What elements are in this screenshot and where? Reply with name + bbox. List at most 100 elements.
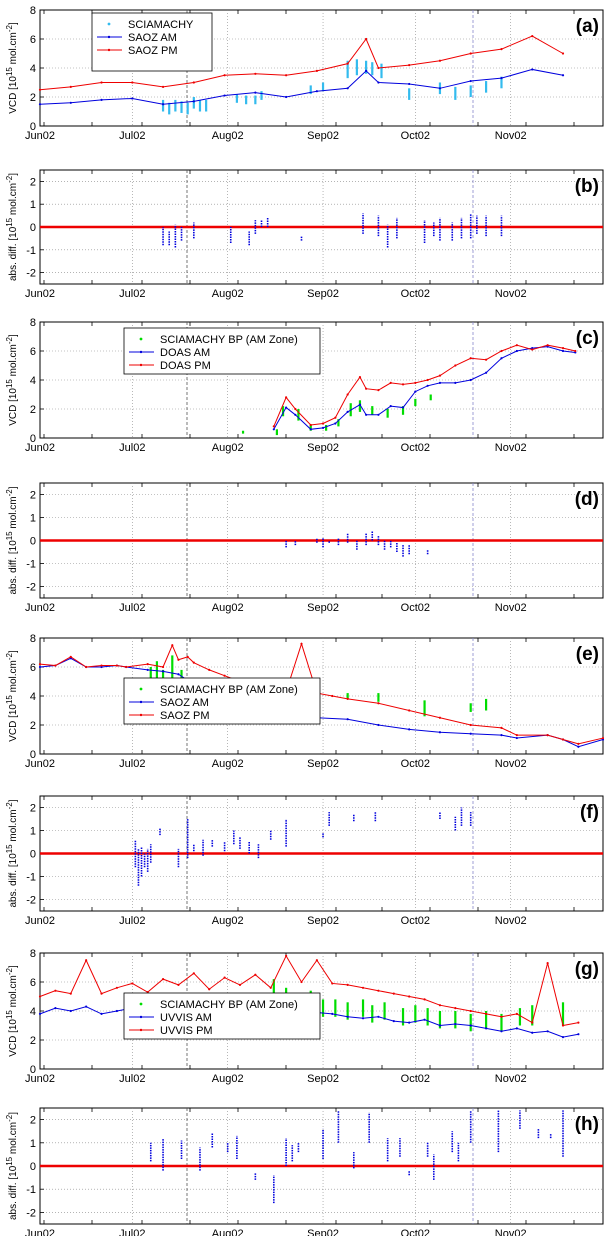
y-tick-label: 0	[30, 536, 36, 548]
legend-swatch-marker	[139, 337, 143, 341]
y-tick-label: 6	[30, 662, 36, 674]
data-point	[38, 665, 42, 669]
legend-entry: SCIAMACHY BP (AM Zone)	[160, 684, 298, 696]
data-point	[426, 384, 429, 387]
data-point	[331, 982, 334, 985]
y-tick-label: 2	[30, 92, 36, 104]
x-tick-label: Nov02	[495, 442, 527, 454]
data-point	[331, 694, 334, 698]
data-point	[285, 954, 288, 958]
y-axis-label-part: mol.cm	[8, 344, 19, 379]
y-axis-label: VCD [1015 mol.cm-2]	[5, 965, 20, 1057]
data-point	[161, 85, 165, 88]
panel-label: (f)	[580, 802, 599, 823]
data-point	[601, 736, 604, 740]
x-tick-label: Sep02	[307, 442, 339, 454]
data-point	[223, 976, 226, 979]
panel-e: 0 2 4 6 8 Jun02 Jul02 Aug02 Sep02 Oct02 Nov02 VCD […	[5, 633, 604, 770]
x-tick-label: Oct02	[401, 442, 430, 454]
data-point	[321, 422, 325, 425]
x-tick-label: Jul02	[119, 442, 145, 454]
data-point	[484, 358, 488, 361]
legend-swatch-marker	[139, 1002, 143, 1006]
x-tick-label: Aug02	[212, 915, 244, 927]
y-tick-label: -1	[26, 245, 36, 257]
data-point	[408, 995, 411, 998]
data-point	[500, 77, 503, 80]
series-diff	[162, 213, 503, 248]
data-point	[574, 349, 577, 353]
y-tick-label: 6	[30, 346, 36, 358]
data-point	[408, 709, 411, 712]
x-tick-label: Jul02	[119, 1073, 145, 1085]
series-saoz-pm	[38, 35, 565, 91]
data-point	[115, 1009, 119, 1013]
data-point	[192, 972, 195, 975]
data-point	[269, 986, 272, 989]
panel-d: -2 -1 0 1 2 Jun02 Jul02 Aug02 Sep02 Oct02 Nov02 abs…	[5, 482, 604, 614]
y-axis-label-sup: -2	[5, 1114, 14, 1122]
data-point	[469, 79, 472, 83]
y-axis-label-part: ]	[8, 1112, 19, 1115]
y-tick-label: 6	[30, 977, 36, 989]
y-axis-label: abs. diff. [1015 mol.cm-2]	[5, 173, 20, 281]
data-point	[315, 90, 318, 93]
data-point	[531, 1021, 534, 1024]
data-point	[377, 1015, 380, 1018]
data-point	[500, 734, 503, 737]
x-tick-label: Oct02	[401, 915, 430, 927]
data-point	[426, 378, 429, 382]
y-axis-label-part: abs. diff. [10	[8, 853, 19, 908]
data-point	[469, 357, 472, 360]
y-tick-label: -2	[26, 582, 36, 594]
data-point	[309, 423, 312, 427]
y-axis-label-part: VCD [10	[8, 76, 19, 114]
x-tick-label: Jun02	[25, 915, 55, 927]
data-point	[161, 103, 165, 106]
data-point	[561, 738, 565, 741]
legend-entry: UVVIS PM	[160, 1025, 213, 1037]
y-axis-label: abs. diff. [1015 mol.cm-2]	[5, 486, 20, 594]
data-point	[377, 66, 380, 70]
data-point	[469, 1024, 472, 1027]
data-point	[577, 742, 580, 745]
data-point	[515, 1012, 518, 1016]
data-point	[484, 1027, 488, 1030]
y-tick-label: 0	[30, 1064, 36, 1076]
data-point	[346, 393, 349, 396]
y-axis-label-sup: -2	[5, 802, 14, 810]
data-point	[408, 64, 411, 67]
y-tick-label: -2	[26, 268, 36, 280]
data-point	[161, 978, 165, 981]
data-point	[38, 663, 42, 666]
legend-swatch-marker	[107, 22, 111, 26]
data-point	[146, 663, 149, 666]
y-tick-label: 4	[30, 691, 36, 703]
x-tick-label: Aug02	[212, 602, 244, 614]
data-point	[365, 37, 368, 41]
data-point	[38, 995, 42, 998]
data-point	[285, 406, 288, 409]
y-tick-label: 4	[30, 63, 36, 75]
data-point	[321, 426, 325, 429]
y-tick-label: 8	[30, 5, 36, 17]
x-tick-label: Nov02	[495, 758, 527, 770]
panel-h: -2 -1 0 1 2 Jun02 Jul02 Aug02 Sep02 Oct02 Nov02 abs…	[5, 1107, 604, 1236]
data-point	[438, 1024, 442, 1027]
x-tick-label: Jun02	[25, 602, 55, 614]
data-point	[414, 381, 417, 384]
x-tick-label: Jul02	[119, 1228, 145, 1236]
y-axis-label-sup: -2	[5, 489, 14, 497]
legend-box	[123, 327, 321, 375]
data-point	[561, 347, 565, 350]
y-axis-label-part: ]	[8, 173, 19, 176]
data-point	[192, 661, 195, 664]
data-point	[146, 668, 149, 672]
data-point	[484, 371, 488, 374]
data-point	[408, 1021, 411, 1024]
y-axis-label-sup: 15	[5, 1156, 14, 1165]
y-tick-label: -2	[26, 895, 36, 907]
x-tick-label: Jun02	[25, 288, 55, 300]
y-axis-label-part: mol.cm	[8, 660, 19, 695]
series-diff	[134, 807, 472, 886]
